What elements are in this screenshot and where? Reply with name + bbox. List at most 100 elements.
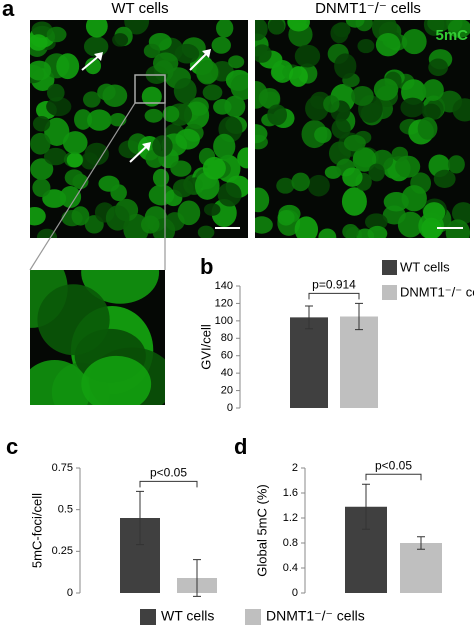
nucleus: [144, 108, 163, 123]
nucleus: [84, 142, 109, 166]
nucleus: [46, 83, 65, 102]
nucleus: [85, 57, 102, 75]
nucleus: [62, 131, 88, 155]
nucleus: [43, 147, 67, 166]
nucleus: [81, 270, 160, 304]
nucleus: [433, 169, 456, 189]
nucleus: [81, 355, 152, 405]
legend-label: DNMT1⁻/⁻ cells: [400, 284, 474, 299]
arrow-head: [94, 52, 103, 61]
nucleus: [216, 20, 234, 38]
nucleus: [82, 91, 101, 108]
nucleus: [268, 20, 285, 35]
nucleus: [74, 109, 93, 130]
nucleus: [289, 66, 308, 87]
nucleus: [445, 219, 470, 238]
nucleus: [228, 55, 245, 69]
legend-swatch: [245, 609, 261, 625]
y-tick-label: 2: [292, 462, 298, 474]
nucleus: [342, 167, 363, 187]
nucleus: [152, 52, 179, 74]
nucleus: [271, 59, 294, 83]
nucleus: [172, 179, 194, 198]
nucleus: [237, 147, 248, 169]
y-tick-label: 60: [221, 350, 233, 362]
nucleus: [447, 155, 465, 174]
nucleus: [112, 33, 129, 47]
nucleus: [141, 86, 162, 107]
y-tick-label: 1.2: [283, 512, 298, 524]
nucleus: [267, 104, 288, 126]
y-tick-label: 40: [221, 367, 233, 379]
nucleus: [213, 99, 232, 115]
error-bar: [355, 302, 363, 331]
p-value: p<0.05: [150, 466, 187, 480]
error-bar: [417, 536, 425, 550]
nucleus: [71, 206, 90, 226]
nucleus: [351, 86, 374, 106]
nucleus: [211, 36, 231, 54]
nucleus: [30, 206, 46, 226]
nucleus: [343, 134, 366, 152]
nucleus: [170, 160, 192, 177]
nucleus: [110, 184, 127, 202]
nucleus: [401, 28, 427, 55]
bar: [340, 316, 378, 408]
y-tick-label: 140: [215, 280, 233, 292]
significance-bracket: [139, 480, 198, 488]
nucleus: [323, 95, 340, 113]
significance-bracket: [365, 473, 422, 481]
p-value: p=0.914: [312, 278, 356, 292]
nucleus: [175, 128, 200, 150]
y-tick-label: 120: [215, 297, 233, 309]
nucleus: [102, 84, 128, 107]
nucleus: [334, 53, 357, 79]
nucleus: [258, 88, 281, 109]
y-tick-label: 0.25: [52, 545, 73, 557]
legend-swatch: [382, 260, 397, 275]
nucleus: [357, 38, 375, 54]
bar: [290, 317, 328, 408]
nucleus: [368, 163, 385, 182]
nucleus: [224, 95, 246, 118]
nucleus: [46, 97, 72, 117]
nucleus: [342, 224, 359, 238]
zoom-line: [29, 102, 136, 271]
nucleus: [174, 43, 200, 64]
nucleus: [423, 202, 446, 223]
nucleus: [276, 177, 295, 194]
nucleus: [422, 79, 444, 101]
nucleus: [345, 20, 365, 28]
nucleus: [352, 147, 377, 172]
nucleus: [152, 135, 173, 157]
nucleus: [255, 124, 268, 144]
nucleus: [277, 209, 295, 226]
nucleus: [177, 200, 201, 226]
nucleus: [447, 20, 470, 38]
nucleus: [87, 109, 112, 131]
nucleus: [183, 101, 210, 130]
nucleus: [152, 168, 170, 187]
nucleus: [32, 178, 51, 198]
nucleus: [30, 60, 52, 81]
panel-label: a: [2, 0, 15, 21]
nucleus: [452, 98, 470, 122]
nucleus: [203, 203, 221, 216]
legend-swatch: [382, 285, 397, 300]
nucleus: [401, 185, 427, 212]
nucleus: [428, 58, 449, 77]
nucleus: [452, 202, 470, 225]
stain-label: 5mC: [435, 27, 468, 44]
y-axis-label: Global 5mC (%): [254, 484, 269, 576]
nucleus: [421, 217, 442, 238]
nucleus: [162, 105, 180, 123]
nucleus: [421, 103, 441, 121]
nucleus: [364, 213, 388, 231]
nucleus: [287, 20, 310, 32]
nucleus: [217, 182, 242, 207]
nucleus: [196, 59, 219, 85]
nucleus: [202, 84, 223, 101]
bar: [400, 543, 442, 593]
nucleus: [140, 215, 160, 234]
